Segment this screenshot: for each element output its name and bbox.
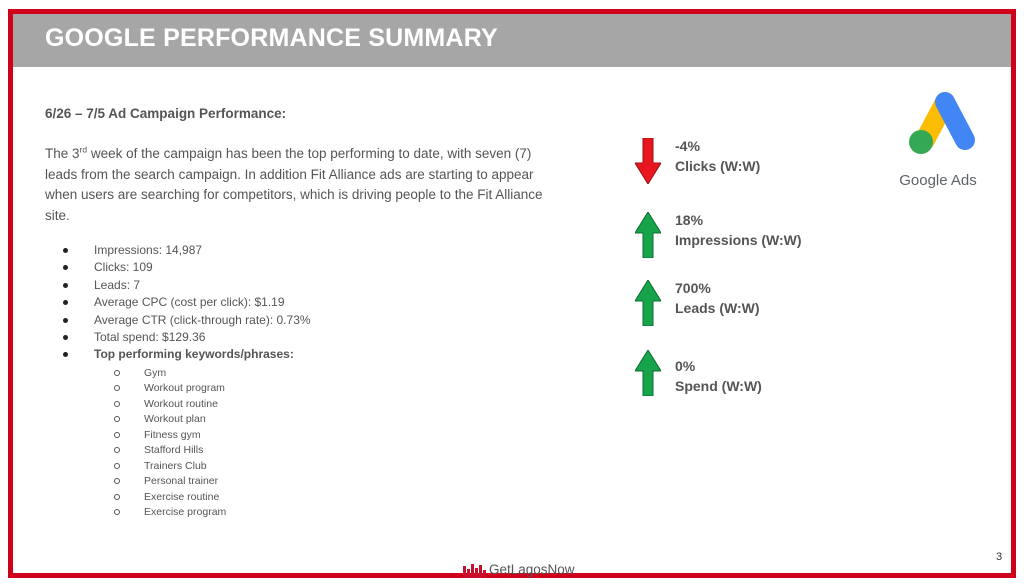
bullet-icon [63,335,68,341]
intro-paragraph: The 3rd week of the campaign has been th… [45,144,550,226]
intro-text-rest: week of the campaign has been the top pe… [45,146,543,223]
section-heading: 6/26 – 7/5 Ad Campaign Performance: [45,106,287,121]
stat-value: 0% [675,358,696,374]
metric-impressions: Impressions: 14,987 [63,242,311,259]
keyword-item: Workout routine [94,397,311,413]
keyword-item: Trainers Club [94,459,311,475]
circle-bullet-icon [114,385,120,392]
google-ads-wordmark: Google Ads [899,172,977,189]
intro-superscript: rd [79,144,88,155]
metric-cpc: Average CPC (cost per click): $1.19 [63,294,311,311]
arrow-up-icon [635,350,661,396]
bullet-icon [63,352,68,358]
bullet-icon [63,265,68,271]
keyword-item: Fitness gym [94,428,311,444]
circle-bullet-icon [114,462,120,469]
stat-label: Leads (W:W) [675,300,760,316]
metric-clicks: Clicks: 109 [63,259,311,276]
page-number: 3 [996,551,1003,563]
keyword-item: Workout program [94,381,311,397]
stat-value: 700% [675,280,711,296]
keywords-list: Gym Workout program Workout routine Work… [94,366,311,521]
bullet-icon [63,300,68,306]
metric-total-spend: Total spend: $129.36 [63,329,311,346]
metric-ctr: Average CTR (click-through rate): 0.73% [63,312,311,329]
bullet-icon [63,317,68,323]
circle-bullet-icon [114,478,120,485]
circle-bullet-icon [114,400,120,407]
metrics-list: Impressions: 14,987 Clicks: 109 Leads: 7… [63,242,311,521]
slide-title: GOOGLE PERFORMANCE SUMMARY [45,24,498,52]
keyword-item: Workout plan [94,412,311,428]
circle-bullet-icon [114,416,120,423]
google-ads-logo-icon [909,92,975,154]
circle-bullet-icon [114,493,120,500]
keyword-item: Gym [94,366,311,382]
stat-label: Clicks (W:W) [675,158,761,174]
stat-label: Impressions (W:W) [675,232,802,248]
keyword-item: Exercise routine [94,490,311,506]
slide-frame: GOOGLE PERFORMANCE SUMMARY 6/26 – 7/5 Ad… [8,9,1016,578]
stat-value: -4% [675,138,700,154]
google-ads-logo: Google Ads [883,86,993,196]
bullet-icon [63,282,68,288]
metric-keywords-heading: Top performing keywords/phrases: Gym Wor… [63,346,311,520]
stat-value: 18% [675,212,704,228]
stat-label: Spend (W:W) [675,378,762,394]
circle-bullet-icon [114,447,120,454]
keyword-item: Stafford Hills [94,443,311,459]
footer-brand-name: GetLagosNow [489,562,575,577]
arrow-up-icon [635,280,661,326]
title-bar: GOOGLE PERFORMANCE SUMMARY [13,14,1011,67]
circle-bullet-icon [114,369,120,376]
circle-bullet-icon [114,509,120,516]
circle-bullet-icon [114,431,120,438]
bullet-icon [63,248,68,253]
metric-leads: Leads: 7 [63,277,311,294]
arrow-down-icon [635,138,661,184]
arrow-up-icon [635,212,661,258]
bar-chart-logo-icon [463,564,486,578]
keyword-item: Exercise program [94,505,311,521]
intro-text-start: The 3 [45,146,80,161]
keyword-item: Personal trainer [94,474,311,490]
